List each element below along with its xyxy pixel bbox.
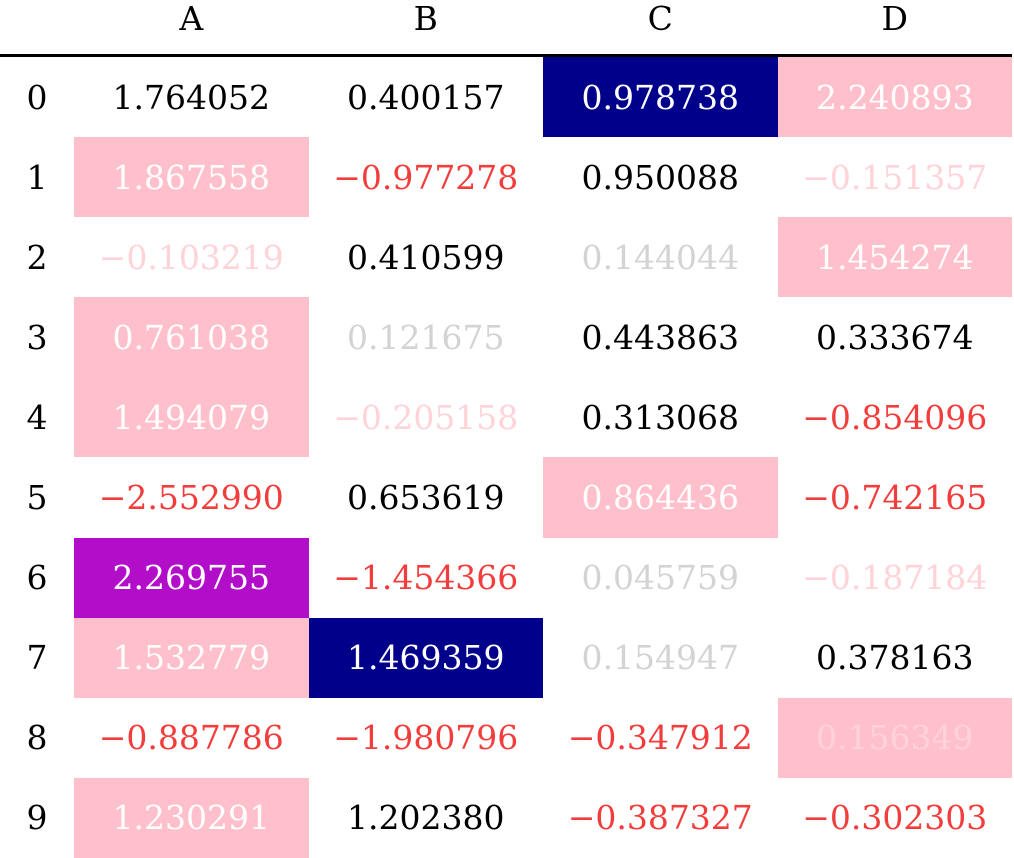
row-index: 9: [26, 798, 48, 838]
table-cell: 1.867558: [74, 137, 309, 218]
table-row: 2 −0.103219 0.410599 0.144044 1.454274: [0, 217, 1012, 298]
table-body: 0 1.764052 0.400157 0.978738 2.240893 1 1.8675…: [0, 55, 1012, 858]
table-row: 5 −2.552990 0.653619 0.864436 −0.742165: [0, 457, 1012, 538]
table-cell: 0.313068: [581, 397, 739, 437]
table-cell: 0.443863: [581, 317, 739, 357]
table-row: 9 1.230291 1.202380 −0.387327 −0.302303: [0, 777, 1012, 858]
table-cell: 0.761038: [74, 297, 309, 378]
table-cell: 0.144044: [581, 237, 739, 277]
table-cell: 0.156349: [777, 697, 1012, 778]
table-cell: −0.387327: [567, 798, 753, 838]
table-cell: 2.269755: [74, 537, 309, 618]
row-index: 3: [26, 317, 48, 357]
table-cell: 0.978738: [543, 55, 778, 138]
table-cell: −0.302303: [802, 798, 988, 838]
row-index: 2: [26, 237, 48, 277]
index-header: [0, 0, 74, 57]
table-row: 7 1.532779 1.469359 0.154947 0.378163: [0, 617, 1012, 698]
row-index: 0: [26, 77, 48, 117]
table-cell: 1.230291: [74, 777, 309, 858]
table-cell: 0.410599: [347, 237, 505, 277]
table-cell: 0.400157: [347, 77, 505, 117]
table-cell: 0.653619: [347, 478, 505, 518]
column-header: B: [308, 0, 543, 57]
table-cell: −0.887786: [98, 718, 284, 758]
table-row: 3 0.761038 0.121675 0.443863 0.333674: [0, 297, 1012, 378]
table-cell: −0.977278: [333, 157, 519, 197]
table-cell: −0.103219: [98, 237, 284, 277]
table-cell: −2.552990: [98, 478, 284, 518]
table-cell: −1.980796: [333, 718, 519, 758]
table-row: 4 1.494079 −0.205158 0.313068 −0.854096: [0, 377, 1012, 458]
table-cell: 2.240893: [777, 55, 1012, 138]
row-index: 5: [26, 478, 48, 518]
table-cell: 1.764052: [112, 77, 270, 117]
table-cell: 0.864436: [543, 457, 778, 538]
row-index: 1: [26, 157, 48, 197]
table-cell: 1.469359: [308, 617, 543, 698]
table-cell: −0.742165: [802, 478, 988, 518]
table-row: 6 2.269755 −1.454366 0.045759 −0.187184: [0, 537, 1012, 618]
table-cell: 0.950088: [581, 157, 739, 197]
column-header: A: [74, 0, 309, 57]
table-cell: 1.202380: [347, 798, 505, 838]
table-cell: −0.151357: [802, 157, 988, 197]
row-index: 4: [26, 397, 48, 437]
table-cell: 1.532779: [74, 617, 309, 698]
table-row: 8 −0.887786 −1.980796 −0.347912 0.156349: [0, 697, 1012, 778]
table-row: 1 1.867558 −0.977278 0.950088 −0.151357: [0, 137, 1012, 218]
table-cell: 1.454274: [777, 217, 1012, 298]
table-cell: 0.378163: [816, 638, 974, 678]
table-cell: −1.454366: [333, 558, 519, 598]
table-cell: 0.121675: [347, 317, 505, 357]
table-cell: −0.347912: [567, 718, 753, 758]
row-index: 8: [26, 718, 48, 758]
table-cell: −0.187184: [802, 558, 988, 598]
table-row: 0 1.764052 0.400157 0.978738 2.240893: [0, 55, 1012, 138]
table-cell: −0.205158: [333, 397, 519, 437]
column-header: D: [777, 0, 1012, 57]
table-cell: 0.154947: [581, 638, 739, 678]
column-header: C: [543, 0, 778, 57]
table-cell: 0.333674: [816, 317, 974, 357]
row-index: 6: [26, 558, 48, 598]
row-index: 7: [26, 638, 48, 678]
table-cell: −0.854096: [802, 397, 988, 437]
table-cell: 1.494079: [74, 377, 309, 458]
table-cell: 0.045759: [581, 558, 739, 598]
